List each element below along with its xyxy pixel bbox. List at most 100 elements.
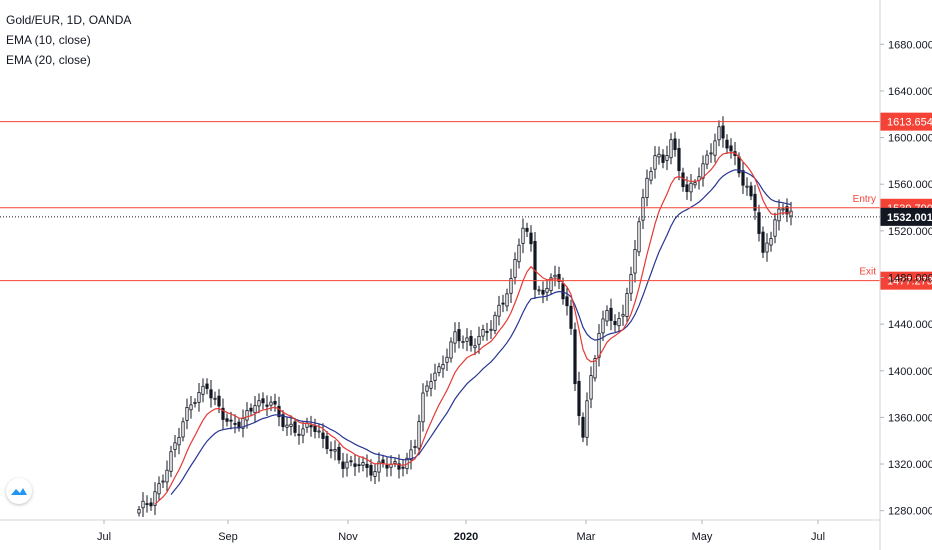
ema10-legend-label[interactable]: EMA (10, close) [6, 33, 91, 47]
last-price-tag [880, 207, 932, 226]
candle-body [621, 314, 625, 317]
ema20-line [170, 169, 792, 495]
candle-body [377, 461, 381, 473]
candle-body [425, 385, 429, 392]
candle-body [525, 227, 529, 232]
y-tick-label: 1280.000 [888, 506, 932, 518]
candle-body [301, 428, 305, 436]
candle-body [493, 314, 497, 331]
price-axis[interactable]: 1280.000 1320.000 1360.000 1400.000 1440.000… [879, 0, 932, 550]
candle-body [221, 407, 225, 420]
candle-body [169, 451, 173, 472]
y-tick-label: 1360.000 [888, 412, 932, 424]
candle-body [361, 462, 365, 466]
candle-body [593, 358, 597, 379]
candle-body [517, 244, 521, 263]
candle-body [713, 140, 717, 156]
candle-body [229, 419, 233, 422]
candle-body [325, 435, 329, 450]
candle-body [341, 461, 345, 469]
candle-body [761, 231, 765, 253]
level-price-label: 1477.273 [887, 276, 932, 288]
candle-body [257, 400, 261, 407]
candle-body [533, 241, 537, 290]
level-price-tag [880, 112, 932, 131]
candle-body [309, 425, 313, 428]
candle-body [293, 421, 297, 433]
level-annotation: Entry [853, 194, 876, 205]
candle-body [149, 502, 153, 507]
candle-body [601, 318, 605, 334]
candle-body [165, 469, 169, 483]
candle-body [193, 402, 197, 404]
candle-body [765, 242, 769, 253]
candle-body [509, 278, 513, 294]
candle-body [529, 232, 533, 245]
candle-body [677, 148, 681, 172]
candle-body [297, 433, 301, 436]
candle-body [385, 464, 389, 469]
candle-body [633, 249, 637, 274]
candle-body [233, 423, 237, 425]
candle-body [609, 307, 613, 321]
y-tick-label: 1560.000 [888, 179, 932, 191]
candle-body [261, 398, 265, 404]
candle-body [401, 466, 405, 469]
candle-body [161, 480, 165, 483]
candle-body [545, 287, 549, 293]
candle-body [553, 274, 557, 278]
candle-body [201, 385, 205, 395]
candle-body [689, 182, 693, 193]
candle-body [749, 185, 753, 197]
candle-body [209, 389, 213, 399]
candle-body [457, 329, 461, 342]
candle-body [317, 430, 321, 433]
symbol-title[interactable]: Gold/EUR, 1D, OANDA [6, 13, 132, 27]
candle-body [217, 395, 221, 407]
candle-body [153, 491, 157, 506]
candle-body [185, 407, 189, 421]
candle-body [337, 446, 341, 461]
brand-logo-icon[interactable] [6, 478, 32, 504]
candle-body [269, 401, 273, 406]
x-tick-label: Jul [811, 531, 825, 543]
ema20-legend-label[interactable]: EMA (20, close) [6, 53, 91, 67]
candle-body [313, 425, 317, 432]
level-price-label: 1613.654 [887, 117, 932, 129]
candle-body [541, 289, 545, 295]
time-axis[interactable]: Jul Sep Nov 2020 Mar May Jul [0, 519, 880, 543]
candle-body [329, 449, 333, 452]
candle-body [785, 206, 789, 215]
candle-body [753, 193, 757, 211]
candle-body [597, 332, 601, 358]
y-tick-label: 1640.000 [888, 86, 932, 98]
horizontal-levels[interactable]: 1613.6541539.790Entry1477.273Exit1532.00… [0, 112, 932, 290]
candle-body [725, 139, 729, 149]
y-tick-label: 1440.000 [888, 319, 932, 331]
candle-body [393, 461, 397, 464]
candle-body [549, 277, 553, 292]
candle-body [157, 483, 161, 495]
candle-body [481, 329, 485, 337]
candle-body [485, 331, 489, 333]
candle-body [789, 210, 793, 217]
candle-body [641, 197, 645, 221]
candle-body [657, 153, 661, 158]
x-tick-label: 2020 [454, 531, 478, 543]
candle-body [501, 302, 505, 305]
candle-body [417, 421, 421, 449]
candle-body [521, 227, 525, 244]
candle-body [333, 449, 337, 452]
candle-body [653, 155, 657, 170]
candle-body [777, 208, 781, 222]
x-tick-label: May [692, 531, 713, 543]
candle-body [741, 170, 745, 186]
candle-body [197, 392, 201, 403]
candle-body [625, 293, 629, 317]
candle-body [505, 293, 509, 307]
y-tick-label: 1320.000 [888, 459, 932, 471]
candle-body [773, 219, 777, 237]
candle-body [277, 405, 281, 418]
candle-body [477, 335, 481, 345]
